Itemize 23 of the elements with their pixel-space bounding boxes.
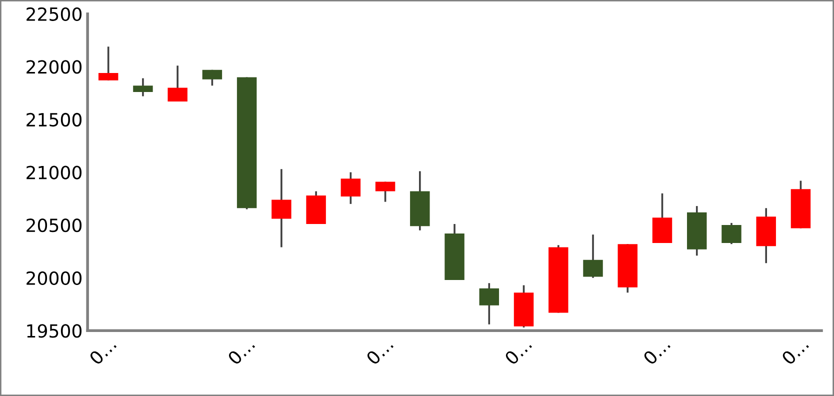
x-tick-label: 0…: [365, 337, 394, 366]
candlestick: [133, 77, 153, 98]
y-tick-label: 21000: [26, 166, 82, 180]
candlestick: [98, 46, 118, 82]
x-tick-label: 0…: [504, 337, 532, 366]
x-tick-label: 0…: [226, 337, 256, 366]
candlestick: [583, 234, 603, 279]
x-tick-label: 0…: [780, 337, 810, 366]
y-tick-label: 22000: [26, 60, 82, 74]
candlestick: [375, 180, 396, 203]
y-tick-label: 19500: [27, 324, 82, 338]
candlestick: [272, 168, 292, 248]
y-tick-label: 21500: [26, 112, 82, 127]
x-tick-label: 0…: [642, 337, 671, 366]
y-tick-label: 20500: [26, 218, 82, 232]
candlestick: [722, 222, 742, 245]
candlestick: [202, 68, 222, 87]
candlestick: [168, 64, 188, 102]
candlestick: [479, 282, 500, 326]
candlestick: [340, 171, 361, 205]
y-tick-label: 20000: [26, 271, 82, 285]
y-tick-label: 22500: [26, 7, 82, 21]
x-tick-label: 0…: [88, 337, 117, 366]
